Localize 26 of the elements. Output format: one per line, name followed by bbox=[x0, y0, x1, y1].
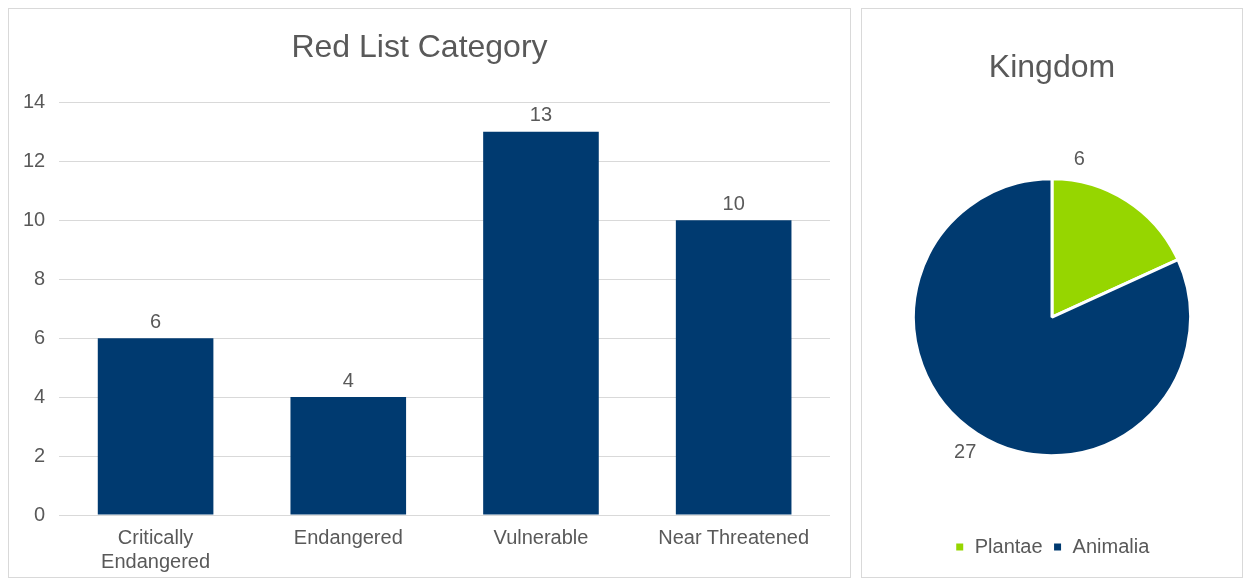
y-tick-label: 2 bbox=[34, 443, 46, 466]
data-label: 13 bbox=[529, 103, 553, 126]
chart-title: Kingdom bbox=[988, 48, 1116, 85]
y-tick-label: 10 bbox=[23, 207, 46, 230]
y-tick-label: 6 bbox=[34, 325, 46, 348]
data-label: 4 bbox=[342, 368, 354, 391]
data-label: 27 bbox=[954, 439, 977, 462]
y-tick-label: 8 bbox=[34, 266, 46, 289]
legend-label: Plantae bbox=[974, 534, 1043, 557]
y-tick-label: 4 bbox=[34, 384, 46, 407]
y-tick-label: 0 bbox=[34, 502, 46, 525]
y-tick-label: 12 bbox=[23, 148, 46, 171]
data-label: 6 bbox=[150, 309, 162, 332]
bar bbox=[97, 338, 214, 515]
bar bbox=[290, 397, 407, 515]
y-tick-label: 14 bbox=[23, 89, 46, 112]
x-tick-label: Near Threatened bbox=[658, 525, 810, 548]
x-tick-label: Critically Endangered bbox=[101, 525, 211, 572]
x-tick-label: Endangered bbox=[293, 525, 403, 548]
data-label: 6 bbox=[1073, 146, 1085, 169]
legend-label: Animalia bbox=[1072, 534, 1151, 557]
bar bbox=[675, 220, 792, 515]
bar bbox=[483, 131, 599, 515]
x-tick-label: Vulnerable bbox=[493, 525, 589, 548]
chart-title: Red List Category bbox=[291, 28, 548, 65]
data-label: 10 bbox=[722, 191, 745, 214]
